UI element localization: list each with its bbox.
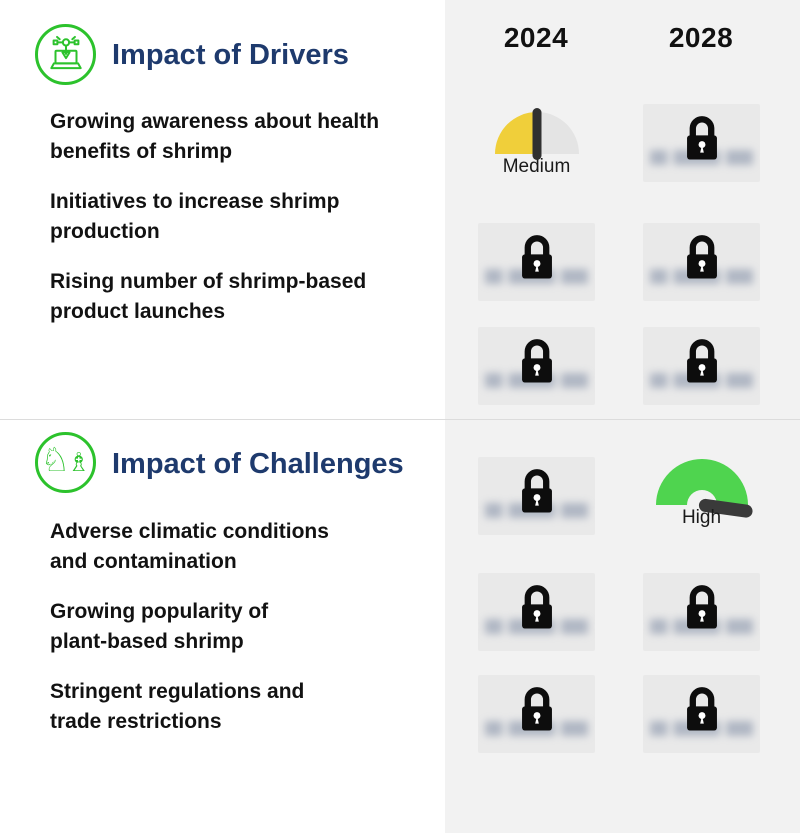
locked-value-tile[interactable]: [478, 573, 595, 651]
chess-knight-glyph: ♘: [40, 440, 71, 479]
driver-item: Initiatives to increase shrimp productio…: [50, 190, 340, 243]
locked-value-tile[interactable]: [643, 104, 760, 182]
locked-value-tile[interactable]: [643, 327, 760, 405]
lock-icon: [521, 235, 552, 279]
lock-icon: [686, 339, 717, 383]
lock-icon: [686, 235, 717, 279]
lock-icon: [521, 339, 552, 383]
locked-value-tile[interactable]: [478, 327, 595, 405]
lock-icon: [686, 585, 717, 629]
challenge-item: Stringent regulations and trade restrict…: [50, 680, 305, 733]
challenge-item: Growing popularity of plant-based shrimp: [50, 600, 269, 653]
column-header-2028: 2028: [668, 22, 734, 53]
gauge-high: High: [651, 459, 754, 529]
locked-value-tile[interactable]: [478, 675, 595, 753]
gauge-arc: [494, 108, 579, 160]
gauge-label: Medium: [502, 156, 571, 177]
driver-item: Rising number of shrimp-based product la…: [50, 270, 367, 323]
locked-value-tile[interactable]: [478, 457, 595, 535]
chess-pieces-icon: ♘ ♗: [41, 443, 91, 482]
locked-value-tile[interactable]: [478, 223, 595, 301]
challenge-item: Adverse climatic conditions and contamin…: [50, 520, 329, 573]
chess-bishop-glyph: ♗: [67, 448, 91, 478]
section-divider: [0, 419, 800, 420]
column-header-2024: 2024: [503, 22, 569, 53]
challenges-section-icon: ♘ ♗: [35, 432, 96, 493]
challenges-section-title: Impact of Challenges: [112, 448, 404, 480]
gauge-medium: Medium: [486, 108, 587, 178]
gauge-label: High: [681, 507, 722, 528]
locked-value-tile[interactable]: [643, 573, 760, 651]
locked-value-tile[interactable]: [643, 223, 760, 301]
lock-icon: [521, 585, 552, 629]
lock-icon: [686, 116, 717, 160]
lock-icon: [686, 687, 717, 731]
gauge-arc: [655, 459, 748, 505]
drivers-section-title: Impact of Drivers: [112, 39, 349, 71]
locked-value-tile[interactable]: [643, 675, 760, 753]
lock-icon: [521, 687, 552, 731]
laptop-network-icon: [49, 35, 82, 69]
drivers-section-icon: [35, 24, 96, 85]
gauge-needle: [532, 108, 541, 160]
driver-item: Growing awareness about health benefits …: [50, 110, 380, 163]
lock-icon: [521, 469, 552, 513]
